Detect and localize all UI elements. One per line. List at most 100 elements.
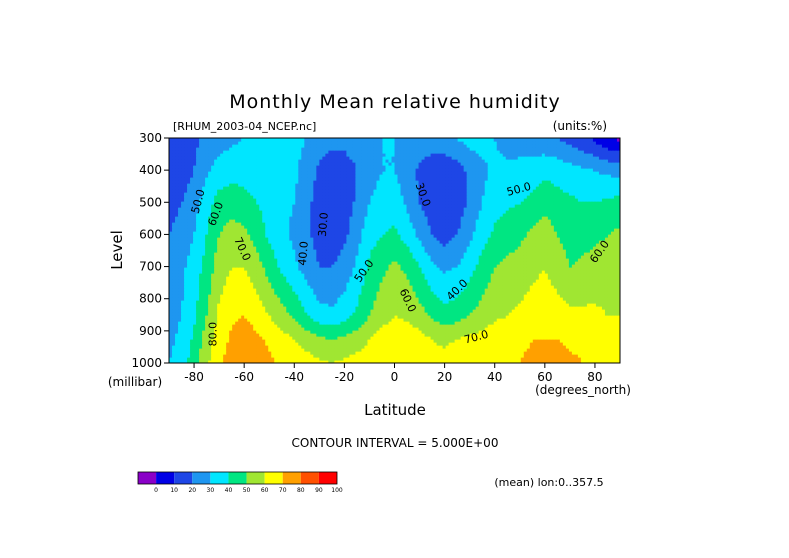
heatmap-cell (406, 345, 411, 349)
heatmap-cell (412, 354, 417, 358)
heatmap-cell (526, 330, 531, 334)
heatmap-cell (346, 345, 350, 349)
heatmap-cell (529, 357, 534, 361)
heatmap-cell (556, 351, 561, 355)
heatmap-cell (364, 348, 369, 352)
heatmap-cell (271, 303, 275, 307)
heatmap-cell (502, 339, 507, 343)
heatmap-cell (514, 339, 519, 343)
heatmap-cell (514, 354, 519, 358)
heatmap-cell (295, 279, 299, 283)
heatmap-cell (319, 285, 323, 289)
heatmap-cell (511, 321, 516, 325)
heatmap-cell (337, 288, 341, 292)
heatmap-cell (559, 300, 564, 304)
heatmap-cell (346, 291, 350, 295)
heatmap-cell (532, 324, 537, 328)
heatmap-cell (565, 306, 570, 310)
heatmap-cell (463, 360, 468, 363)
heatmap-cell (406, 348, 411, 352)
heatmap-cell (571, 318, 576, 322)
heatmap-cell (328, 276, 332, 280)
heatmap-cell (469, 276, 474, 280)
heatmap-cell (406, 351, 411, 355)
heatmap-cell (193, 351, 197, 355)
heatmap-cell (391, 267, 396, 271)
heatmap-cell (493, 339, 498, 343)
heatmap-cell (592, 318, 597, 322)
heatmap-cell (226, 267, 230, 271)
heatmap-cell (196, 282, 200, 286)
heatmap-cell (235, 354, 239, 358)
heatmap-cell (571, 294, 576, 298)
heatmap-cell (199, 339, 203, 343)
heatmap-cell (238, 300, 242, 304)
heatmap-cell (274, 285, 278, 289)
heatmap-cell (268, 306, 272, 310)
heatmap-cell (223, 339, 227, 343)
heatmap-cell (589, 351, 594, 355)
heatmap-cell (349, 318, 354, 322)
heatmap-cell (454, 279, 459, 283)
heatmap-cell (391, 315, 396, 319)
heatmap-cell (361, 270, 366, 274)
heatmap-cell (595, 330, 600, 334)
heatmap-cell (172, 291, 176, 295)
heatmap-cell (523, 348, 528, 352)
heatmap-cell (448, 333, 453, 337)
heatmap-cell (211, 270, 215, 274)
heatmap-cell (217, 312, 221, 316)
heatmap-cell (241, 312, 245, 316)
heatmap-cell (277, 300, 281, 304)
heatmap-cell (172, 330, 176, 334)
heatmap-cell (265, 303, 269, 307)
heatmap-cell (403, 360, 408, 363)
heatmap-cell (589, 276, 594, 280)
heatmap-cell (196, 327, 200, 331)
heatmap-cell (436, 303, 441, 307)
heatmap-cell (319, 297, 323, 301)
heatmap-cell (178, 264, 182, 268)
heatmap-cell (583, 354, 588, 358)
heatmap-cell (241, 306, 245, 310)
heatmap-cell (409, 348, 414, 352)
heatmap-cell (493, 270, 498, 274)
heatmap-cell (370, 291, 375, 295)
heatmap-cell (490, 300, 495, 304)
heatmap-cell (313, 324, 317, 328)
heatmap-cell (178, 273, 182, 277)
heatmap-cell (226, 357, 230, 361)
heatmap-cell (346, 273, 350, 277)
heatmap-cell (307, 282, 311, 286)
heatmap-cell (334, 327, 338, 331)
heatmap-cell (316, 330, 320, 334)
heatmap-cell (172, 324, 176, 328)
heatmap-cell (598, 330, 603, 334)
heatmap-cell (565, 276, 570, 280)
heatmap-cell (286, 312, 290, 316)
heatmap-cell (550, 330, 555, 334)
heatmap-cell (169, 342, 173, 346)
heatmap-cell (181, 291, 185, 295)
heatmap-cell (472, 321, 477, 325)
heatmap-cell (460, 309, 465, 313)
heatmap-cell (355, 291, 360, 295)
heatmap-cell (286, 345, 290, 349)
heatmap-cell (313, 276, 317, 280)
heatmap-cell (493, 342, 498, 346)
heatmap-cell (454, 357, 459, 361)
heatmap-cell (355, 267, 360, 271)
heatmap-cell (382, 330, 387, 334)
heatmap-cell (511, 324, 516, 328)
heatmap-cell (508, 273, 513, 277)
heatmap-cell (205, 264, 209, 268)
heatmap-cell (337, 345, 341, 349)
heatmap-cell (448, 315, 453, 319)
heatmap-cell (355, 306, 360, 310)
heatmap-cell (550, 273, 555, 277)
heatmap-cell (562, 267, 567, 271)
heatmap-cell (343, 288, 347, 292)
heatmap-cell (172, 300, 176, 304)
heatmap-cell (601, 321, 606, 325)
heatmap-cell (514, 288, 519, 292)
